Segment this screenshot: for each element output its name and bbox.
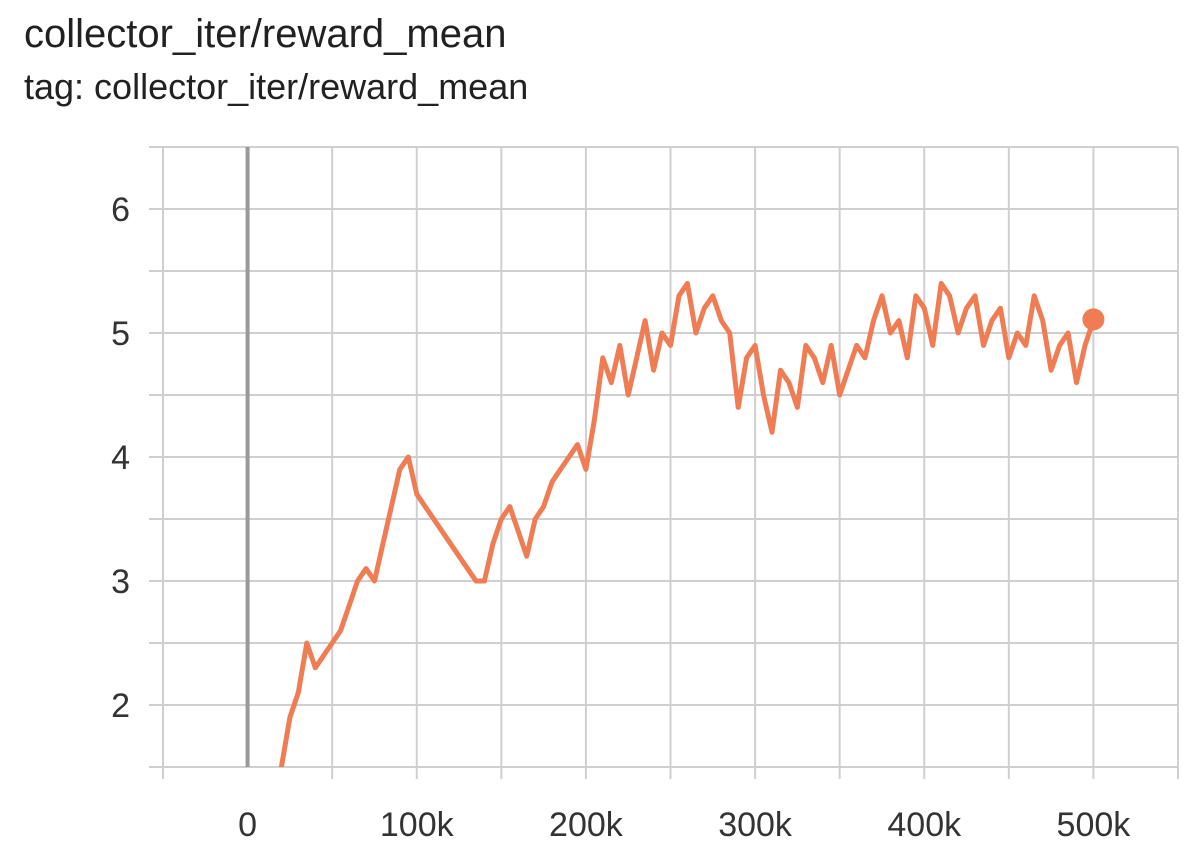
grid-lines	[149, 146, 1179, 779]
x-tick-label: 300k	[718, 806, 793, 844]
x-tick-label: 100k	[380, 806, 455, 844]
series-line	[278, 280, 1096, 767]
x-tick-label: 400k	[887, 806, 962, 844]
x-tick-label: 500k	[1057, 806, 1132, 844]
x-tick-label: 200k	[549, 806, 624, 844]
y-tick-label: 4	[111, 439, 130, 477]
y-tick-label: 2	[111, 687, 130, 725]
x-tick-label: 0	[238, 806, 257, 844]
last-point-marker	[1082, 308, 1105, 331]
axis-lines	[162, 147, 1178, 768]
y-tick-label: 3	[111, 563, 130, 601]
chart-title: collector_iter/reward_mean	[24, 12, 507, 56]
series-layer	[278, 280, 1105, 767]
y-tick-label: 6	[111, 191, 130, 229]
chart-subtitle: tag: collector_iter/reward_mean	[24, 66, 529, 107]
y-tick-label: 5	[111, 315, 130, 353]
tick-labels: 0 100k 200k 300k 400k 500k 2 3 4 5 6	[111, 191, 1131, 844]
